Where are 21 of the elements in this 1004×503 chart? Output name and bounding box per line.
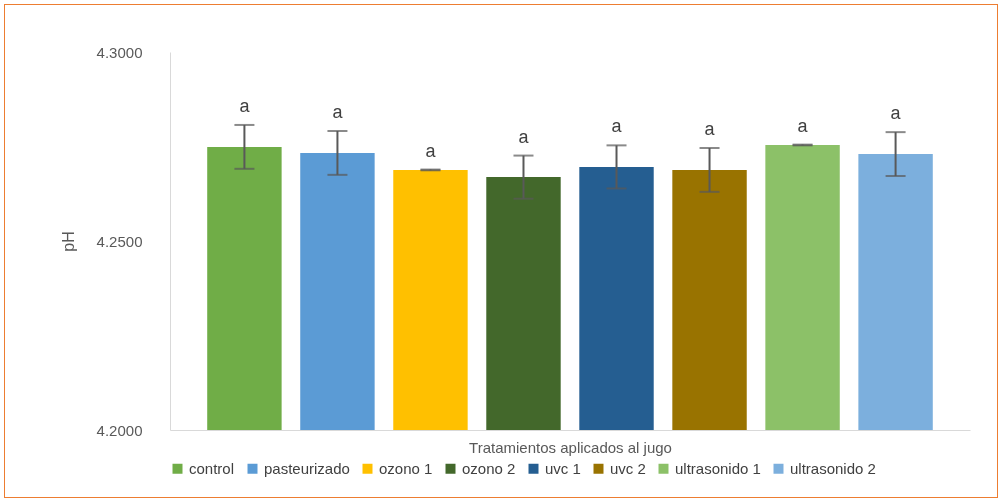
- legend-label: ultrasonido 1: [675, 459, 761, 477]
- annotation: a: [890, 103, 902, 124]
- legend-label: control: [189, 459, 235, 477]
- annotation: a: [332, 102, 344, 122]
- annotation: a: [518, 126, 530, 147]
- x-axis-title: Tratamientos aplicados al jugo: [469, 438, 672, 456]
- annotation: a: [611, 116, 623, 137]
- legend-label: ultrasonido 2: [790, 459, 876, 477]
- y-axis-title: pH: [59, 231, 77, 252]
- y-tick-label: 4.3000: [96, 43, 143, 61]
- y-tick-label: 4.2500: [96, 232, 143, 250]
- annotation: a: [239, 95, 251, 116]
- legend-label: pasteurizado: [264, 459, 350, 477]
- legend-label: ozono 2: [462, 459, 516, 477]
- annotation: a: [704, 119, 716, 140]
- legend-label: uvc 2: [610, 459, 646, 477]
- annotation: a: [425, 140, 437, 161]
- legend-label: ozono 1: [379, 459, 433, 477]
- y-tick-label: 4.2000: [96, 421, 143, 439]
- legend-label: uvc 1: [545, 459, 581, 477]
- annotation: a: [797, 115, 809, 136]
